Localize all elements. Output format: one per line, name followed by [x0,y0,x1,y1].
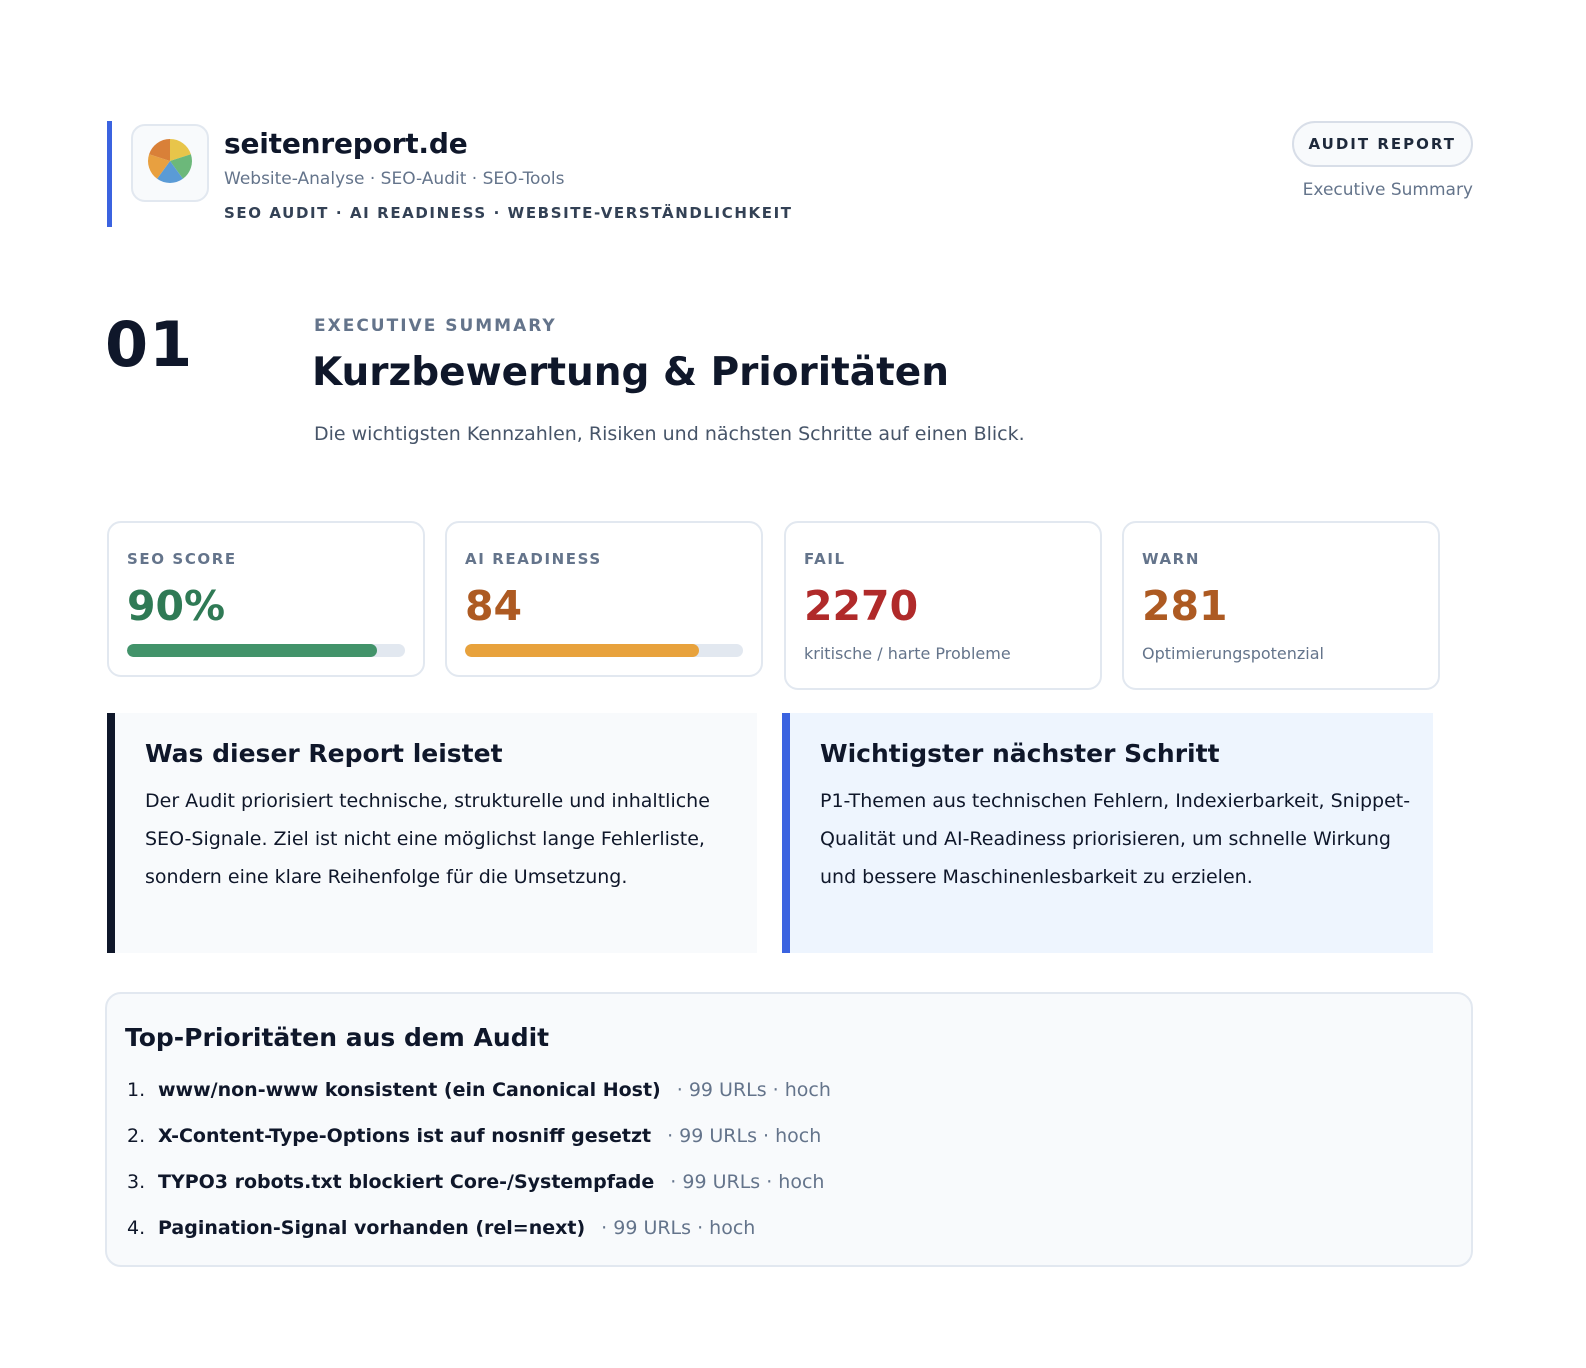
brand-logo [131,124,209,202]
priority-number: 2. [127,1125,146,1147]
kpi-progress-fill [127,644,378,657]
kpi-value: 90% [127,582,226,630]
kpi-label: SEO SCORE [127,550,237,568]
brand-subtitle: Website-Analyse · SEO-Audit · SEO-Tools [224,169,565,189]
kpi-label: WARN [1142,550,1200,568]
priorities-title: Top-Prioritäten aus dem Audit [125,1023,550,1052]
priority-item: 3. TYPO3 robots.txt blockiert Core-/Syst… [125,1159,1453,1205]
priority-item: 2. X-Content-Type-Options ist auf nosnif… [125,1113,1453,1159]
priority-item: 4. Pagination-Signal vorhanden (rel=next… [125,1205,1453,1251]
kpi-value: 2270 [804,582,919,630]
priority-number: 3. [127,1171,146,1193]
report-header: seitenreport.de Website-Analyse · SEO-Au… [107,121,1473,227]
top-priorities-panel: Top-Prioritäten aus dem Audit 1. www/non… [105,992,1473,1267]
kpi-card-seo-score: SEO SCORE 90% [107,521,425,677]
section-description: Die wichtigsten Kennzahlen, Risiken und … [314,423,1025,445]
kpi-progress-fill [465,644,699,657]
badge-subtitle: Executive Summary [1302,180,1473,200]
priority-number: 1. [127,1079,146,1101]
kpi-value: 281 [1142,582,1228,630]
note-title: Was dieser Report leistet [145,739,503,768]
kpi-label: FAIL [804,550,846,568]
priority-item: 1. www/non-www konsistent (ein Canonical… [125,1067,1453,1113]
kpi-progress-track [127,644,405,657]
priority-name: Pagination-Signal vorhanden (rel=next) [158,1217,586,1239]
priority-meta: · 99 URLs · hoch [676,1079,831,1101]
note-text: Der Audit priorisiert technische, strukt… [145,790,710,888]
priority-number: 4. [127,1217,146,1239]
section-eyebrow: EXECUTIVE SUMMARY [314,316,557,336]
kpi-value: 84 [465,582,523,630]
kpi-progress-track [465,644,743,657]
kpi-card-fail: FAIL 2270 kritische / harte Probleme [784,521,1102,690]
kpi-caption: kritische / harte Probleme [804,644,1011,663]
priority-name: www/non-www konsistent (ein Canonical Ho… [158,1079,661,1101]
priority-meta: · 99 URLs · hoch [670,1171,825,1193]
brand-tags: SEO AUDIT · AI READINESS · WEBSITE-VERST… [224,204,793,222]
note-report-purpose: Was dieser Report leistet Der Audit prio… [107,713,757,953]
kpi-card-warn: WARN 281 Optimierungspotenzial [1122,521,1440,690]
pie-chart-icon [146,137,194,189]
priority-name: TYPO3 robots.txt blockiert Core-/Systemp… [158,1171,655,1193]
audit-report-badge: AUDIT REPORT [1291,121,1473,167]
kpi-label: AI READINESS [465,550,602,568]
note-title: Wichtigster nächster Schritt [820,739,1220,768]
priority-meta: · 99 URLs · hoch [601,1217,756,1239]
section-title: Kurzbewertung & Prioritäten [312,350,949,395]
note-next-step: Wichtigster nächster Schritt P1-Themen a… [782,713,1433,953]
kpi-caption: Optimierungspotenzial [1142,644,1324,663]
brand-title: seitenreport.de [224,127,468,160]
report-badge-group: AUDIT REPORT Executive Summary [1291,121,1473,200]
header-accent-bar [107,121,112,227]
section-number: 01 [105,308,194,381]
priority-name: X-Content-Type-Options ist auf nosniff g… [158,1125,652,1147]
kpi-card-ai-readiness: AI READINESS 84 [445,521,763,677]
note-text: P1-Themen aus technischen Fehlern, Index… [820,790,1411,888]
priorities-list: 1. www/non-www konsistent (ein Canonical… [125,1067,1453,1251]
priority-meta: · 99 URLs · hoch [667,1125,822,1147]
